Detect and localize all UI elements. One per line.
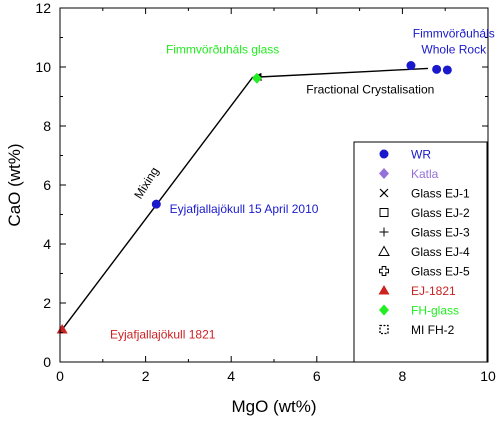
- legend-label-ej-1821: EJ-1821: [411, 284, 456, 298]
- legend-marker-wr: [379, 149, 389, 159]
- legend-marker-glass-ej-2: [379, 208, 389, 217]
- y-tick-label: 6: [43, 177, 51, 193]
- x-axis-title: MgO (wt%): [232, 397, 317, 416]
- legend-marker-katla: [379, 168, 389, 179]
- y-tick-label: 8: [43, 118, 51, 134]
- legend-label-glass-ej-5: Glass EJ-5: [411, 265, 470, 279]
- annotation-fractional-crystalisation: Fractional Crystalisation: [306, 83, 434, 97]
- legend-label-wr: WR: [411, 148, 431, 162]
- legend-label-glass-ej-3: Glass EJ-3: [411, 226, 470, 240]
- x-tick-label: 6: [313, 368, 321, 384]
- x-tick-label: 2: [142, 368, 150, 384]
- x-tick-label: 8: [399, 368, 407, 384]
- data-point-wr-1: [151, 199, 161, 209]
- x-tick-label: 0: [56, 368, 64, 384]
- y-tick-label: 0: [43, 354, 51, 370]
- legend-marker-ej-1821: [378, 285, 390, 295]
- data-point-wr-3: [432, 64, 442, 74]
- y-tick-label: 4: [43, 236, 51, 252]
- legend-marker-glass-ej-4: [378, 245, 390, 256]
- legend-marker-mi-fh-2: [379, 324, 389, 335]
- y-tick-label: 10: [35, 59, 51, 75]
- annotation-eyjafjallajo-kull-1821: Eyjafjallajökull 1821: [110, 327, 216, 341]
- legend-label-glass-ej-4: Glass EJ-4: [411, 245, 470, 259]
- trend-line-fractional-crystalisation: [251, 67, 429, 81]
- data-point-ej-1821-1: [56, 324, 68, 334]
- legend-marker-glass-ej-5: [379, 266, 389, 276]
- legend-marker-glass-ej-1: [379, 188, 389, 198]
- legend-marker-glass-ej-3: [379, 227, 389, 237]
- data-point-fh-glass-1: [251, 72, 262, 84]
- legend-box: [353, 141, 488, 363]
- data-point-wr-4: [442, 65, 452, 75]
- axes: 0 2 4 6 8 10 0 2 4 6 8 10 12 MgO (wt%) CaO (wt%): [5, 0, 496, 416]
- annotation-eyjafjallajo-kull-15-april-2010: Eyjafjallajökull 15 April 2010: [170, 202, 319, 216]
- data-point-wr-2: [406, 61, 416, 71]
- annotations: Fimmvörðuháls glass Fimmvörðuháls Whole Ro…: [110, 27, 495, 342]
- y-axis-title: CaO (wt%): [5, 143, 24, 226]
- plot-area: [56, 61, 452, 334]
- legend-label-katla: Katla: [411, 167, 439, 181]
- y-tick-label: 12: [35, 0, 51, 16]
- annotation-whole-rock: Whole Rock: [421, 43, 487, 57]
- x-tick-label: 10: [480, 368, 496, 384]
- legend-label-glass-ej-2: Glass EJ-2: [411, 206, 470, 220]
- annotation-fimmvo-r-uha-ls: Fimmvörðuháls: [413, 27, 495, 41]
- legend-marker-fh-glass: [379, 304, 389, 316]
- legend-label-glass-ej-1: Glass EJ-1: [411, 187, 470, 201]
- annotation-fimmvo-r-uha-ls-glass: Fimmvörðuháls glass: [166, 43, 279, 57]
- legend-label-mi-fh-2: MI FH-2: [411, 323, 455, 337]
- legend-label-fh-glass: FH-glass: [411, 304, 459, 318]
- legend: WR Katla Glass EJ-1 Glass EJ-2 Glass EJ-3 Gla…: [353, 141, 488, 363]
- x-tick-label: 4: [227, 368, 235, 384]
- y-tick-label: 2: [43, 295, 51, 311]
